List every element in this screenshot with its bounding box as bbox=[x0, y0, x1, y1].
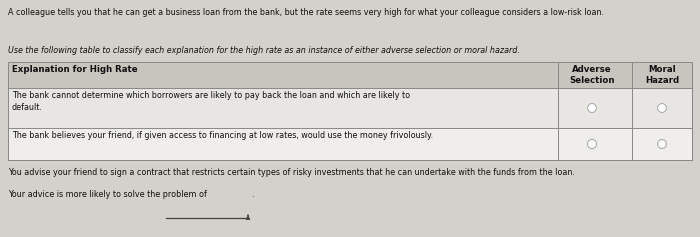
Circle shape bbox=[587, 104, 596, 113]
Text: The bank believes your friend, if given access to financing at low rates, would : The bank believes your friend, if given … bbox=[12, 131, 433, 140]
Circle shape bbox=[587, 140, 596, 149]
Text: The bank cannot determine which borrowers are likely to pay back the loan and wh: The bank cannot determine which borrower… bbox=[12, 91, 410, 112]
Circle shape bbox=[657, 104, 666, 113]
Text: Adverse
Selection: Adverse Selection bbox=[569, 65, 615, 85]
Text: Explanation for High Rate: Explanation for High Rate bbox=[12, 65, 138, 74]
Bar bbox=[8, 88, 692, 128]
Text: A colleague tells you that he can get a business loan from the bank, but the rat: A colleague tells you that he can get a … bbox=[8, 8, 604, 17]
Circle shape bbox=[657, 140, 666, 149]
Bar bbox=[8, 62, 692, 160]
Bar bbox=[8, 128, 692, 160]
Text: Moral
Hazard: Moral Hazard bbox=[645, 65, 679, 85]
Text: .: . bbox=[251, 190, 253, 199]
Bar bbox=[8, 62, 692, 88]
Text: Use the following table to classify each explanation for the high rate as an ins: Use the following table to classify each… bbox=[8, 46, 520, 55]
Text: You advise your friend to sign a contract that restricts certain types of risky : You advise your friend to sign a contrac… bbox=[8, 168, 575, 177]
Bar bbox=[8, 62, 692, 160]
Text: Your advice is more likely to solve the problem of: Your advice is more likely to solve the … bbox=[8, 190, 207, 199]
